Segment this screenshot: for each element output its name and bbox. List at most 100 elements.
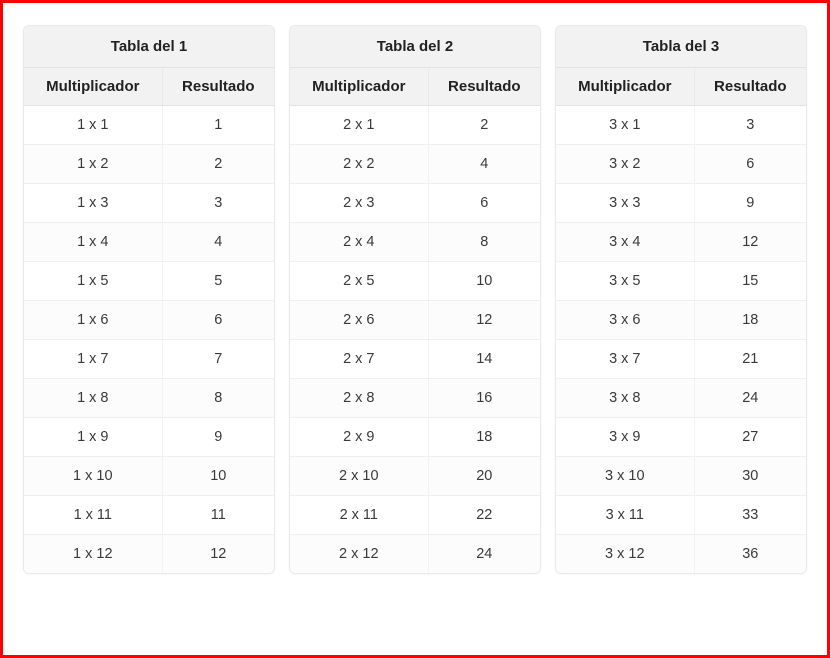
table-row: 3 x 26 — [556, 145, 806, 184]
table-row: 1 x 66 — [24, 301, 274, 340]
column-header-multiplicador: Multiplicador — [24, 68, 162, 106]
table-row: 1 x 88 — [24, 379, 274, 418]
table-title: Tabla del 2 — [290, 26, 540, 68]
table-row: 3 x 515 — [556, 262, 806, 301]
cell-resultado: 6 — [428, 184, 540, 223]
table-row: 2 x 918 — [290, 418, 540, 457]
cell-multiplicador: 2 x 1 — [290, 106, 428, 145]
cell-resultado: 14 — [428, 340, 540, 379]
table-card-1: Tabla del 1 Multiplicador Resultado 1 x … — [23, 25, 275, 574]
cell-resultado: 6 — [162, 301, 274, 340]
cell-resultado: 27 — [694, 418, 806, 457]
table-row: 1 x 1010 — [24, 457, 274, 496]
table-row: 3 x 39 — [556, 184, 806, 223]
cell-multiplicador: 2 x 5 — [290, 262, 428, 301]
cell-multiplicador: 1 x 10 — [24, 457, 162, 496]
table-row: 1 x 1111 — [24, 496, 274, 535]
table-row: 1 x 55 — [24, 262, 274, 301]
cell-multiplicador: 2 x 7 — [290, 340, 428, 379]
column-header-multiplicador: Multiplicador — [290, 68, 428, 106]
cell-resultado: 18 — [694, 301, 806, 340]
cell-resultado: 3 — [694, 106, 806, 145]
cell-resultado: 20 — [428, 457, 540, 496]
multiplication-table-1: Tabla del 1 Multiplicador Resultado 1 x … — [24, 26, 274, 573]
cell-multiplicador: 2 x 6 — [290, 301, 428, 340]
table-row: 1 x 33 — [24, 184, 274, 223]
cell-multiplicador: 3 x 3 — [556, 184, 694, 223]
cell-multiplicador: 3 x 10 — [556, 457, 694, 496]
cell-multiplicador: 2 x 2 — [290, 145, 428, 184]
cell-resultado: 10 — [428, 262, 540, 301]
table-row: 1 x 1212 — [24, 535, 274, 574]
table-row: 2 x 12 — [290, 106, 540, 145]
table-row: 1 x 77 — [24, 340, 274, 379]
table-row: 2 x 48 — [290, 223, 540, 262]
table-title: Tabla del 1 — [24, 26, 274, 68]
cell-resultado: 9 — [694, 184, 806, 223]
cell-multiplicador: 1 x 1 — [24, 106, 162, 145]
table-row: 2 x 24 — [290, 145, 540, 184]
cell-multiplicador: 1 x 2 — [24, 145, 162, 184]
table-row: 2 x 36 — [290, 184, 540, 223]
table-row: 3 x 1133 — [556, 496, 806, 535]
cell-multiplicador: 2 x 12 — [290, 535, 428, 574]
cell-multiplicador: 3 x 11 — [556, 496, 694, 535]
cell-resultado: 5 — [162, 262, 274, 301]
cell-multiplicador: 2 x 10 — [290, 457, 428, 496]
cell-multiplicador: 2 x 11 — [290, 496, 428, 535]
table-row: 2 x 612 — [290, 301, 540, 340]
column-header-multiplicador: Multiplicador — [556, 68, 694, 106]
table-row: 1 x 11 — [24, 106, 274, 145]
cell-resultado: 16 — [428, 379, 540, 418]
cell-resultado: 10 — [162, 457, 274, 496]
cell-multiplicador: 1 x 8 — [24, 379, 162, 418]
tables-row: Tabla del 1 Multiplicador Resultado 1 x … — [23, 25, 807, 574]
cell-multiplicador: 3 x 12 — [556, 535, 694, 574]
cell-multiplicador: 1 x 9 — [24, 418, 162, 457]
cell-multiplicador: 3 x 8 — [556, 379, 694, 418]
cell-resultado: 15 — [694, 262, 806, 301]
page-frame: Tabla del 1 Multiplicador Resultado 1 x … — [0, 0, 830, 658]
table-row: 3 x 1236 — [556, 535, 806, 574]
cell-multiplicador: 1 x 7 — [24, 340, 162, 379]
cell-multiplicador: 3 x 6 — [556, 301, 694, 340]
cell-multiplicador: 3 x 9 — [556, 418, 694, 457]
cell-multiplicador: 3 x 7 — [556, 340, 694, 379]
cell-multiplicador: 3 x 5 — [556, 262, 694, 301]
column-header-resultado: Resultado — [162, 68, 274, 106]
table-row: 2 x 714 — [290, 340, 540, 379]
cell-resultado: 4 — [162, 223, 274, 262]
table-row: 3 x 1030 — [556, 457, 806, 496]
table-row: 1 x 99 — [24, 418, 274, 457]
cell-resultado: 12 — [428, 301, 540, 340]
cell-resultado: 12 — [694, 223, 806, 262]
table-title: Tabla del 3 — [556, 26, 806, 68]
table-row: 2 x 1122 — [290, 496, 540, 535]
cell-resultado: 2 — [428, 106, 540, 145]
cell-resultado: 8 — [162, 379, 274, 418]
cell-resultado: 12 — [162, 535, 274, 574]
cell-multiplicador: 1 x 3 — [24, 184, 162, 223]
table-row: 3 x 927 — [556, 418, 806, 457]
multiplication-table-3: Tabla del 3 Multiplicador Resultado 3 x … — [556, 26, 806, 573]
cell-resultado: 1 — [162, 106, 274, 145]
column-header-resultado: Resultado — [694, 68, 806, 106]
table-row: 1 x 22 — [24, 145, 274, 184]
cell-multiplicador: 1 x 11 — [24, 496, 162, 535]
table-row: 2 x 510 — [290, 262, 540, 301]
cell-multiplicador: 1 x 6 — [24, 301, 162, 340]
table-row: 3 x 721 — [556, 340, 806, 379]
cell-resultado: 6 — [694, 145, 806, 184]
cell-resultado: 7 — [162, 340, 274, 379]
cell-resultado: 2 — [162, 145, 274, 184]
column-header-resultado: Resultado — [428, 68, 540, 106]
cell-resultado: 22 — [428, 496, 540, 535]
table-row: 2 x 1020 — [290, 457, 540, 496]
table-row: 3 x 412 — [556, 223, 806, 262]
table-card-2: Tabla del 2 Multiplicador Resultado 2 x … — [289, 25, 541, 574]
table-row: 3 x 618 — [556, 301, 806, 340]
cell-multiplicador: 2 x 3 — [290, 184, 428, 223]
table-card-3: Tabla del 3 Multiplicador Resultado 3 x … — [555, 25, 807, 574]
table-row: 2 x 816 — [290, 379, 540, 418]
cell-resultado: 30 — [694, 457, 806, 496]
